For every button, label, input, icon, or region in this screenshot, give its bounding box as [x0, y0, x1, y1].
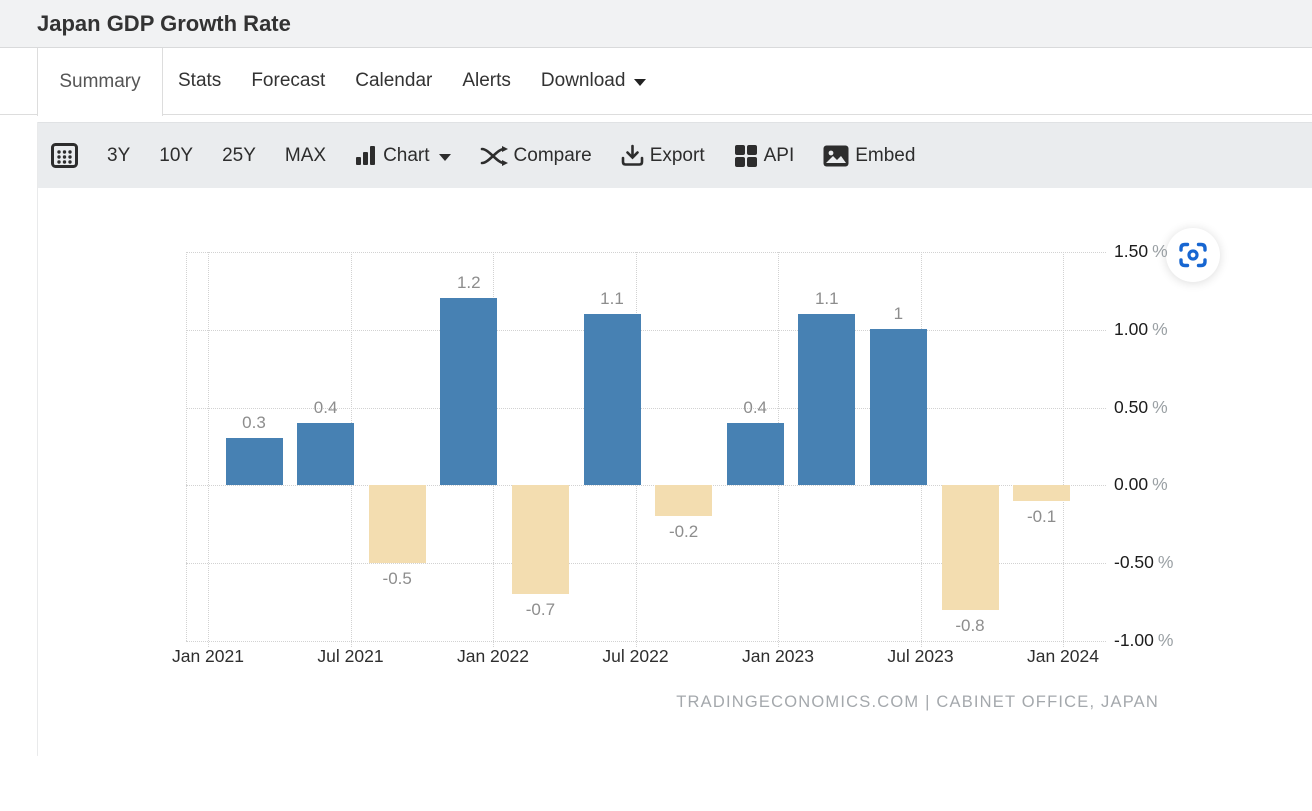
picture-icon [823, 145, 849, 166]
x-axis-label: Jan 2023 [741, 646, 814, 666]
x-gridline [1063, 252, 1064, 647]
export-label: Export [649, 144, 705, 166]
x-axis-label: Jul 2023 [887, 646, 954, 666]
chart-toolbar: 3Y 10Y 25Y MAX Chart [38, 122, 1312, 188]
bar-value-label: -0.8 [955, 615, 985, 635]
chart-plot: TRADINGECONOMICS.COM | CABINET OFFICE, J… [38, 188, 1312, 756]
y-axis-value: -0.50 [1114, 552, 1154, 573]
tab-alerts[interactable]: Alerts [462, 70, 511, 91]
y-gridline [186, 407, 1106, 409]
y-gridline [186, 252, 1106, 253]
bar-q4-2021[interactable] [440, 298, 498, 485]
y-axis-label: -0.50% [1114, 552, 1173, 573]
y-gridline [186, 563, 1106, 565]
percent-suffix: % [1157, 552, 1174, 573]
y-axis-label: -1.00% [1114, 630, 1173, 651]
tab-bar: Summary Stats Forecast Calendar Alerts D… [0, 48, 1312, 116]
watermark-source-note: TRADINGECONOMICS.COM | CABINET OFFICE, J… [676, 693, 1159, 711]
bar-q3-2023[interactable] [941, 485, 999, 610]
caret-down-icon [634, 79, 647, 86]
tab-stats[interactable]: Stats [178, 70, 222, 91]
shuffle-arrows-icon [480, 145, 508, 166]
bar-q1-2021[interactable] [225, 438, 283, 485]
y-axis-label: 0.00% [1114, 474, 1168, 495]
bar-value-label: -0.2 [668, 522, 699, 542]
api-button[interactable]: API [734, 144, 795, 168]
tab-forecast[interactable]: Forecast [251, 70, 326, 91]
bar-q2-2023[interactable] [869, 329, 927, 485]
y-axis-value: 1.00 [1114, 318, 1149, 339]
tab-bar-spacer [0, 48, 37, 114]
y-axis-value: 1.50 [1114, 241, 1149, 261]
range-max-button[interactable]: MAX [284, 144, 327, 166]
capture-viewfinder-icon [1179, 242, 1207, 268]
bar-value-label: -0.7 [525, 599, 556, 619]
embed-button[interactable]: Embed [823, 145, 915, 167]
bar-q4-2023[interactable] [1013, 485, 1071, 501]
bar-chart-icon [356, 146, 376, 165]
bar-value-label: 0.4 [313, 397, 338, 417]
api-label: API [763, 144, 795, 166]
y-axis-value: 0.00 [1114, 474, 1149, 495]
compare-button[interactable]: Compare [480, 145, 592, 167]
chart-type-label: Chart [383, 144, 430, 166]
grid-squares-icon [734, 144, 757, 167]
export-button[interactable]: Export [621, 144, 705, 167]
x-axis-label: Jan 2022 [456, 646, 529, 666]
y-gridline [186, 485, 1106, 487]
tab-calendar[interactable]: Calendar [355, 70, 433, 91]
compare-label: Compare [513, 144, 592, 166]
percent-suffix: % [1152, 474, 1168, 495]
percent-suffix: % [1152, 396, 1168, 417]
bar-value-label: -0.1 [1026, 506, 1057, 526]
x-axis-label: Jul 2021 [317, 646, 384, 666]
embed-label: Embed [855, 144, 916, 166]
chart-card: 3Y 10Y 25Y MAX Chart [37, 122, 1312, 756]
tab-summary[interactable]: Summary [37, 48, 163, 116]
bar-q1-2023[interactable] [798, 313, 856, 485]
tab-download-label: Download [540, 70, 626, 91]
range-10y-button[interactable]: 10Y [159, 144, 194, 166]
percent-suffix: % [1157, 630, 1174, 650]
bar-q2-2021[interactable] [297, 422, 355, 485]
plot-left-boundary [186, 252, 187, 641]
bar-value-label: 1.1 [600, 288, 624, 308]
y-axis-label: 0.50% [1114, 397, 1168, 418]
capture-button[interactable] [1166, 228, 1220, 282]
x-axis-label: Jan 2021 [171, 646, 244, 666]
tab-download[interactable]: Download [526, 48, 662, 114]
bar-q2-2022[interactable] [583, 313, 641, 485]
bar-value-label: 1.1 [814, 288, 839, 308]
bar-value-label: 1.2 [456, 273, 481, 293]
y-axis-label: 1.00% [1114, 319, 1168, 340]
x-axis-label: Jul 2022 [602, 646, 669, 666]
percent-suffix: % [1152, 318, 1168, 339]
y-gridline [186, 641, 1106, 642]
bar-value-label: 1 [893, 304, 904, 324]
percent-suffix: % [1152, 241, 1168, 261]
range-25y-button[interactable]: 25Y [222, 144, 256, 166]
y-axis-value: -1.00 [1114, 630, 1154, 650]
calendar-button[interactable] [51, 143, 78, 168]
calendar-grid-icon [51, 143, 78, 168]
page-title: Japan GDP Growth Rate [37, 10, 291, 36]
bar-value-label: -0.5 [382, 568, 412, 588]
x-gridline [208, 252, 209, 647]
x-axis-label: Jan 2024 [1026, 646, 1099, 666]
y-axis-label: 1.50% [1114, 241, 1168, 262]
y-gridline [186, 329, 1106, 331]
bar-q3-2022[interactable] [655, 485, 713, 517]
page-header: Japan GDP Growth Rate [0, 0, 1312, 48]
bar-q3-2021[interactable] [368, 485, 426, 563]
bar-value-label: 0.3 [242, 413, 266, 433]
bar-q1-2022[interactable] [511, 485, 569, 594]
y-axis-value: 0.50 [1114, 396, 1149, 417]
download-tray-icon [621, 144, 643, 166]
bar-q4-2022[interactable] [726, 422, 784, 485]
caret-down-icon [438, 153, 451, 161]
chart-type-button[interactable]: Chart [355, 144, 451, 167]
bar-value-label: 0.4 [743, 397, 767, 417]
range-3y-button[interactable]: 3Y [107, 144, 131, 166]
